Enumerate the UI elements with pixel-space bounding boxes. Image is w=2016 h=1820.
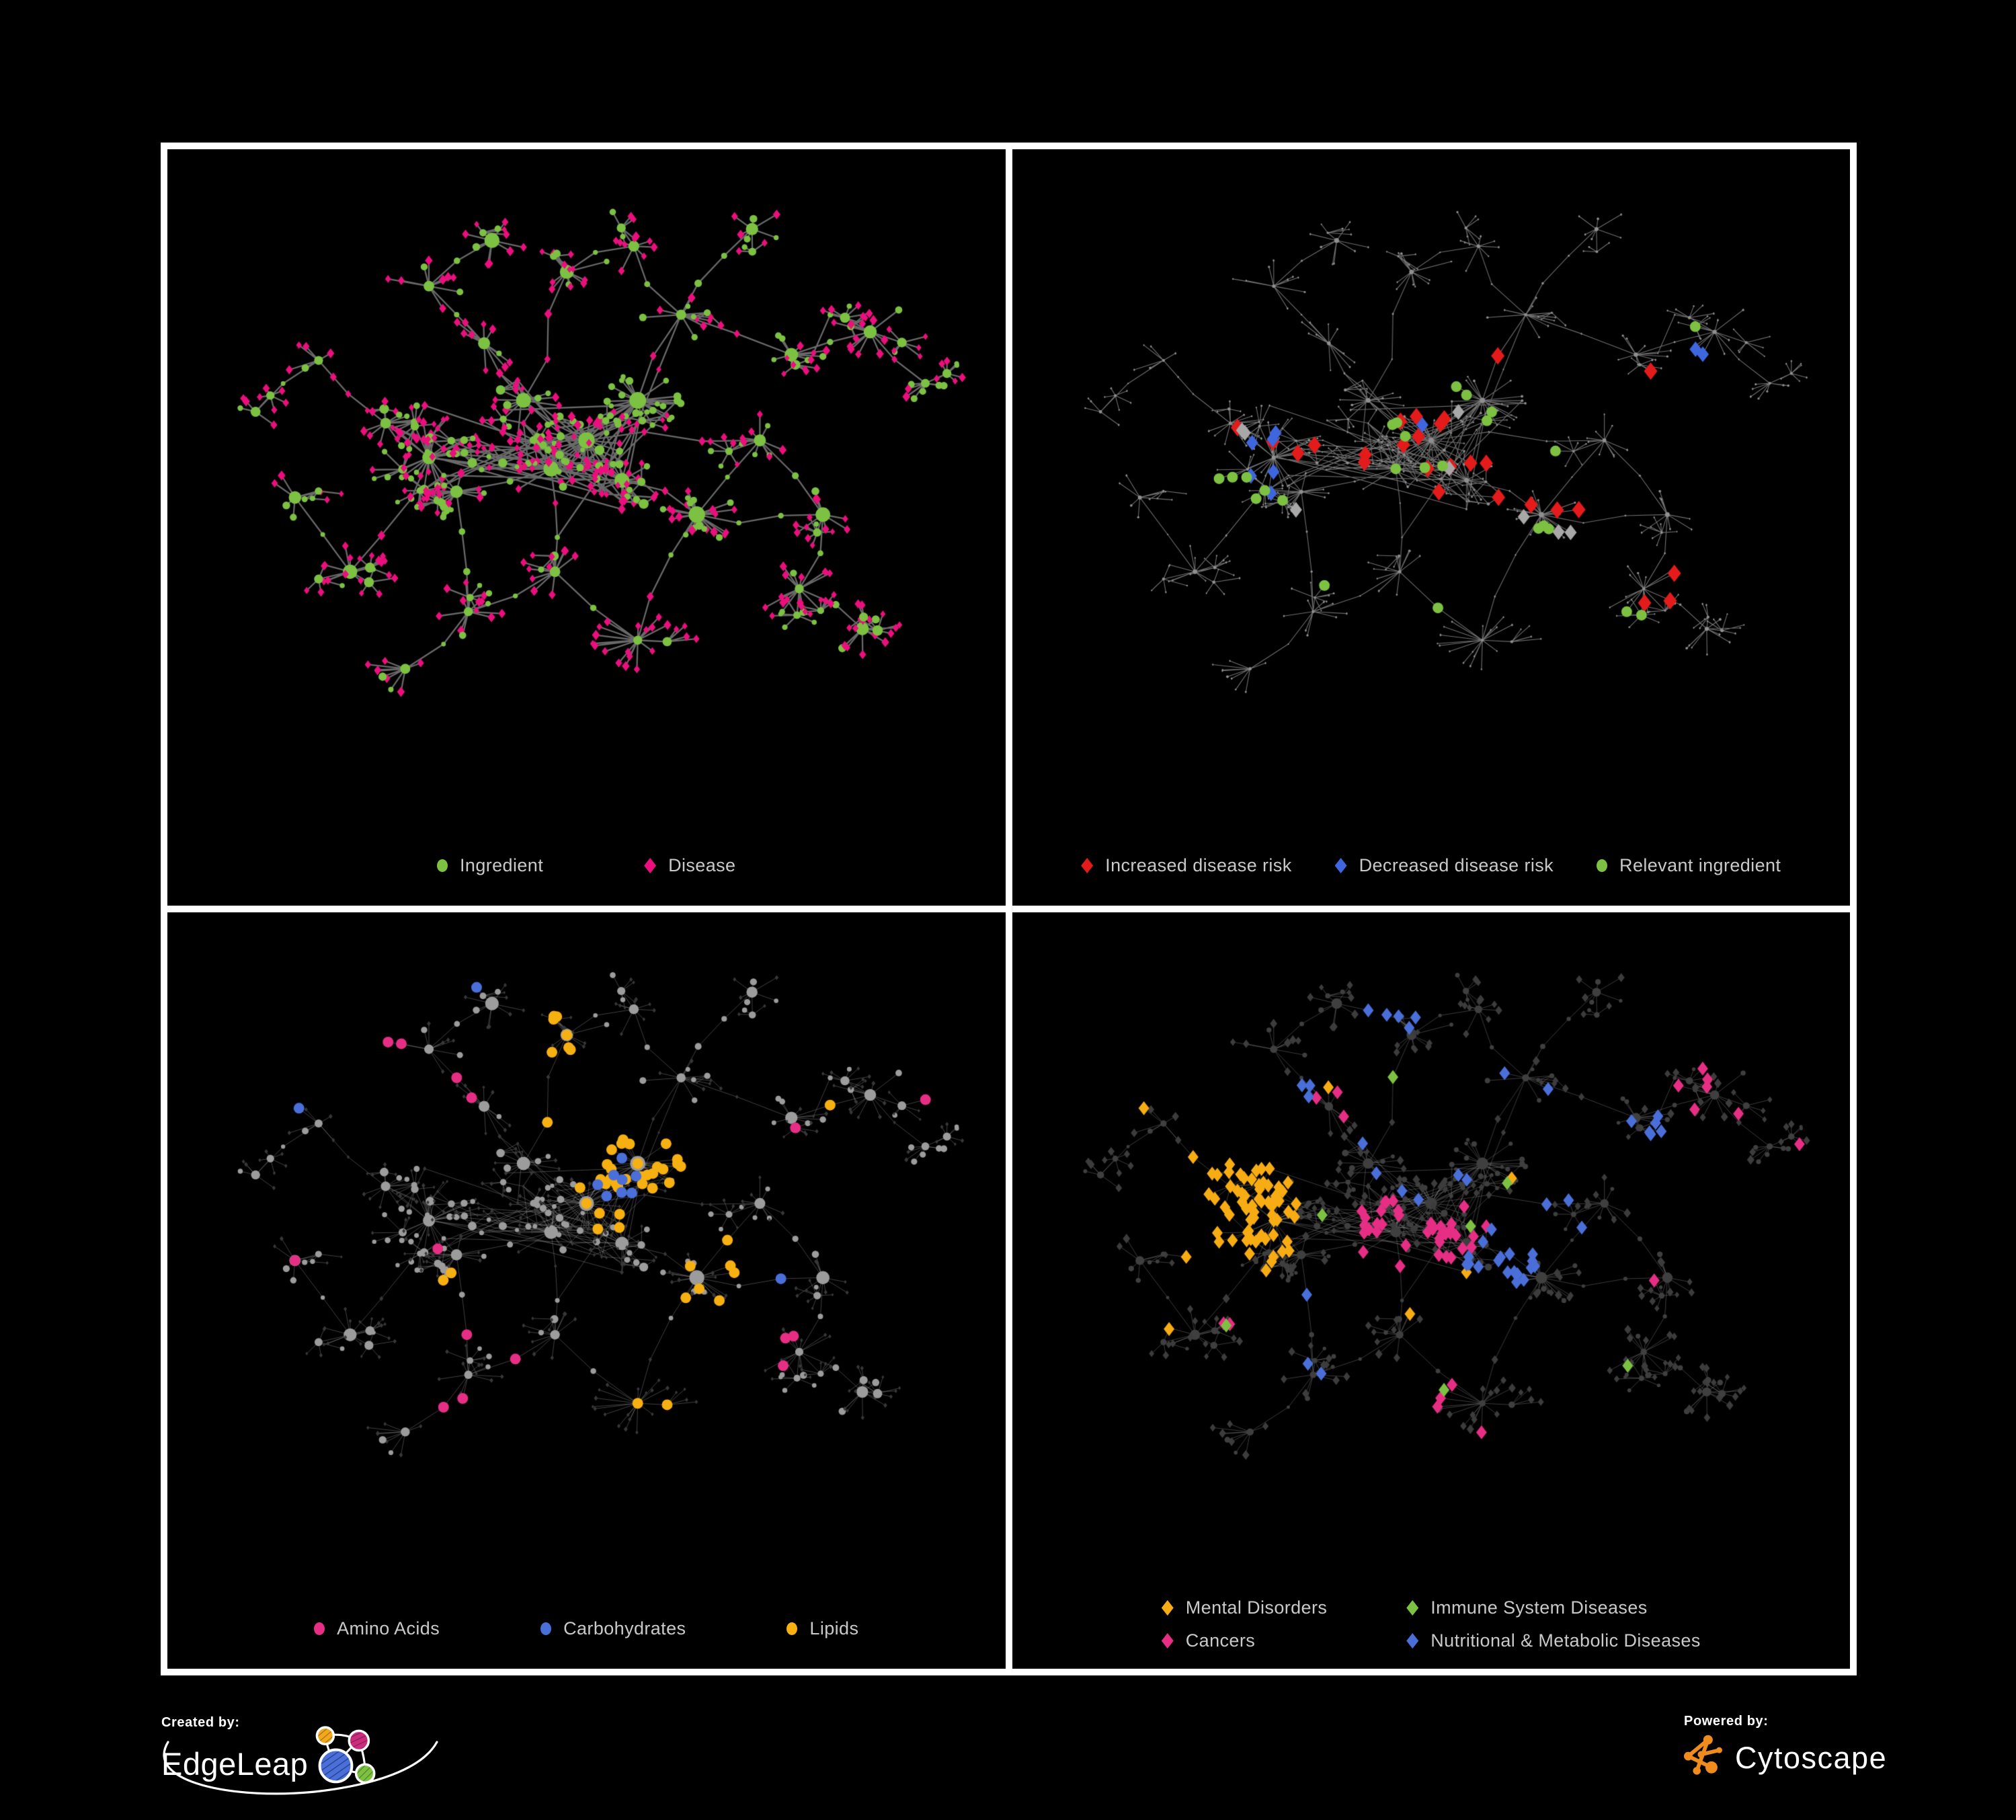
legend-item-nutritional-metabolic-diseases: Nutritional & Metabolic Diseases	[1406, 1630, 1700, 1651]
legend-label: Lipids	[809, 1618, 859, 1638]
increased-disease-risk-diamond-swatch-icon	[1081, 858, 1094, 873]
panel-macronutrients: Amino Acids Carbohydrates Lipids	[167, 912, 1006, 1669]
created-by-label: Created by:	[161, 1715, 240, 1730]
legend-item-carbohydrates: Carbohydrates	[540, 1618, 686, 1639]
legend-label: Carbohydrates	[563, 1618, 686, 1638]
immune-system-diseases-diamond-swatch-icon	[1406, 1600, 1419, 1616]
legend-label: Amino Acids	[337, 1618, 440, 1638]
network-canvas-disease-risk	[1012, 149, 1850, 906]
panel-disease-risk: Increased disease risk Decreased disease …	[1012, 149, 1851, 906]
legend-item-decreased-disease-risk: Decreased disease risk	[1334, 855, 1554, 876]
panel-ingredient-disease: Ingredient Disease	[167, 149, 1006, 906]
legend-item-cancers: Cancers	[1161, 1630, 1327, 1651]
amino-acids-circle-swatch-icon	[314, 1622, 325, 1635]
legend-item-ingredient: Ingredient	[437, 855, 543, 876]
panel-disease-classes: Mental Disorders Immune System Diseases Ca…	[1012, 912, 1851, 1669]
carbohydrates-circle-swatch-icon	[540, 1622, 552, 1635]
edgeleap-logo-icon	[316, 1726, 376, 1784]
network-canvas-ingredient-disease	[167, 149, 1006, 906]
legend-item-increased-disease-risk: Increased disease risk	[1081, 855, 1291, 876]
powered-by-label: Powered by:	[1684, 1714, 1769, 1729]
disease-diamond-swatch-icon	[644, 858, 657, 873]
decreased-disease-risk-diamond-swatch-icon	[1334, 858, 1347, 873]
cytoscape-logo-text: Cytoscape	[1735, 1740, 1888, 1775]
legend-label: Nutritional & Metabolic Diseases	[1430, 1630, 1701, 1651]
legend-item-disease: Disease	[644, 855, 735, 876]
legend-label: Increased disease risk	[1105, 855, 1292, 875]
cytoscape-credit: Powered by: Cytoscape	[1684, 1714, 1887, 1782]
nutritional-metabolic-diseases-diamond-swatch-icon	[1406, 1633, 1419, 1649]
legend-item-amino-acids: Amino Acids	[314, 1618, 440, 1639]
edgeleap-credit: Created by: EdgeLeap	[161, 1715, 484, 1816]
legend-item-lipids: Lipids	[787, 1618, 858, 1639]
legend-label: Ingredient	[460, 855, 544, 875]
legend-item-mental-disorders: Mental Disorders	[1161, 1597, 1328, 1618]
panel-grid: Ingredient Disease Increased disease risk…	[161, 143, 1857, 1675]
legend-label: Decreased disease risk	[1359, 855, 1554, 875]
network-canvas-disease-classes	[1012, 912, 1850, 1669]
legend-label: Cancers	[1185, 1630, 1256, 1651]
legend-item-immune-system-diseases: Immune System Diseases	[1406, 1597, 1700, 1618]
lipids-circle-swatch-icon	[787, 1622, 798, 1635]
legend-disease-risk: Increased disease risk Decreased disease …	[1012, 855, 1851, 876]
network-canvas-macronutrients	[167, 912, 1006, 1669]
edgeleap-logo-text: EdgeLeap	[161, 1745, 309, 1782]
relevant-ingredient-circle-swatch-icon	[1597, 859, 1608, 872]
legend-disease-classes: Mental Disorders Immune System Diseases Ca…	[1012, 1597, 1851, 1651]
ingredient-circle-swatch-icon	[437, 859, 448, 872]
legend-label: Relevant ingredient	[1619, 855, 1781, 875]
legend-label: Disease	[668, 855, 736, 875]
legend-item-relevant-ingredient: Relevant ingredient	[1597, 855, 1781, 876]
legend-ingredient-disease: Ingredient Disease	[167, 855, 1006, 876]
mental-disorders-diamond-swatch-icon	[1161, 1600, 1174, 1616]
legend-label: Immune System Diseases	[1430, 1597, 1648, 1618]
legend-macronutrients: Amino Acids Carbohydrates Lipids	[167, 1618, 1006, 1639]
legend-label: Mental Disorders	[1185, 1597, 1328, 1618]
cytoscape-logo-icon	[1684, 1735, 1722, 1775]
cancers-diamond-swatch-icon	[1161, 1633, 1174, 1649]
